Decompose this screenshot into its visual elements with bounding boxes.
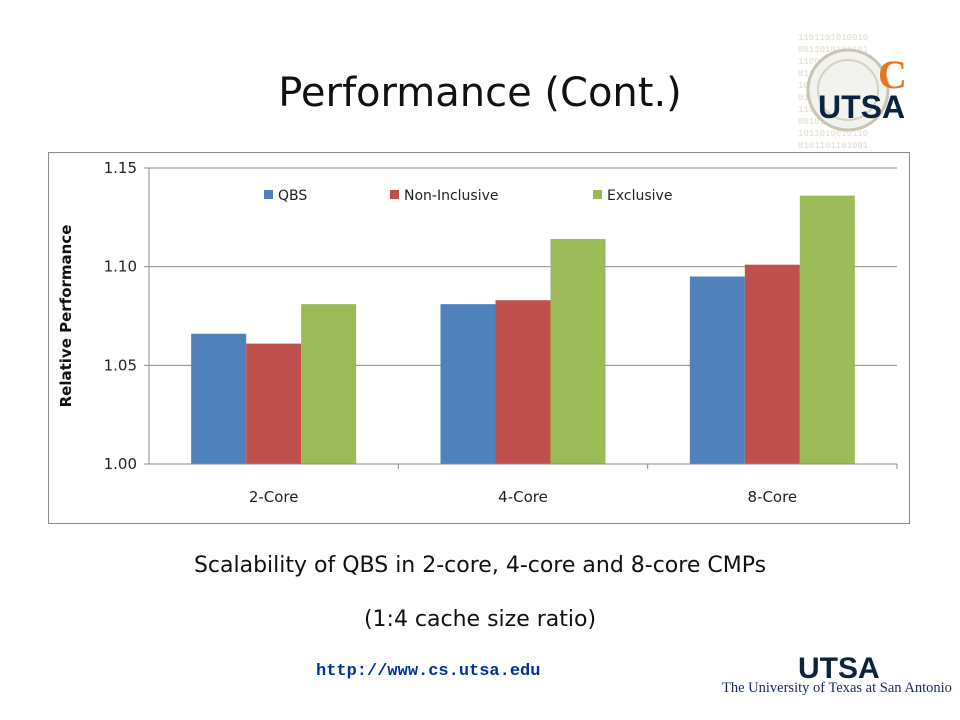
bar-non-inclusive-8-core [744,264,800,464]
utsa-logo-text: UTSA [818,89,905,125]
bar-non-inclusive-4-core [495,300,551,464]
legend-swatch [593,190,602,199]
legend-swatch [264,190,273,199]
svg-text:1011010010110: 1011010010110 [798,129,868,139]
bar-qbs-8-core [689,276,745,464]
y-tick-label: 1.00 [104,455,137,473]
university-name: The University of Texas at San Antonio [722,680,952,696]
legend-label: Exclusive [607,188,672,204]
x-tick-label: 4-Core [498,488,548,506]
bar-qbs-2-core [191,333,247,464]
chart-frame: 1.00 1.05 1.10 1.15 2-Core 4-Core 8-Core Relati… [48,152,910,524]
utsa-logo-top: 1101101010010 0011010101101 110010110100… [798,33,907,151]
bar-exclusive-4-core [550,239,606,464]
bar-exclusive-2-core [301,304,357,464]
y-tick-label: 1.05 [104,356,137,374]
y-tick-label: 1.10 [104,258,137,276]
legend-label: QBS [278,188,307,204]
caption-line-1: Scalability of QBS in 2-core, 4-core and… [193,553,767,578]
legend-swatch [390,190,399,199]
website-link[interactable]: http://www.cs.utsa.edu [316,662,541,681]
bar-qbs-4-core [440,304,496,464]
svg-text:1101101010010: 1101101010010 [798,33,868,43]
y-tick-label: 1.15 [104,159,137,177]
svg-text:0101101101001: 0101101101001 [798,141,868,151]
bar-chart: 1.00 1.05 1.10 1.15 2-Core 4-Core 8-Core Relati… [57,159,898,506]
legend-label: Non-Inclusive [404,188,499,204]
x-tick-label: 8-Core [747,488,797,506]
svg-text:C: C [878,52,907,97]
y-axis-label: Relative Performance [57,225,75,408]
caption-line-2: (1:4 cache size ratio) [363,607,597,632]
x-tick-label: 2-Core [249,488,299,506]
utsa-logo-bottom: UTSA [798,652,880,685]
bar-non-inclusive-2-core [246,343,302,464]
svg-text:0011010101101: 0011010101101 [798,45,868,55]
bar-exclusive-8-core [799,195,855,465]
slide-title: Performance (Cont.) [278,70,682,116]
utsa-wordmark: UTSA [798,652,880,685]
